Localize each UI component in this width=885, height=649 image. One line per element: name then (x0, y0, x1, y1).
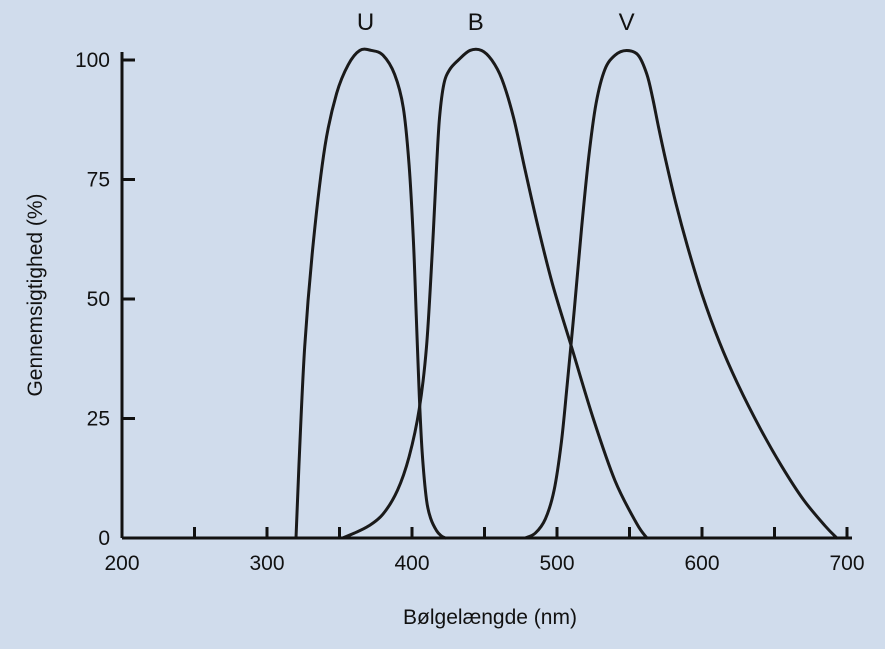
y-tick-label: 100 (75, 49, 110, 72)
x-tick-label: 200 (104, 552, 139, 575)
x-tick-label: 300 (249, 552, 284, 575)
x-tick-label: 700 (829, 552, 864, 575)
series-curve-u (294, 47, 447, 540)
series-label-v: V (619, 9, 635, 36)
y-tick-label: 50 (87, 288, 110, 311)
series-curve-b (340, 47, 649, 540)
y-tick-label: 0 (98, 527, 110, 550)
y-axis-title: Gennemsigtighed (%) (24, 193, 47, 396)
series-curve-v (523, 48, 839, 540)
x-tick-label: 400 (394, 552, 429, 575)
axis-ticks: 200 300 400 500 600 700 0 25 50 75 100 (75, 49, 865, 575)
x-axis-title: Bølgelængde (nm) (403, 606, 577, 629)
y-tick-label: 25 (87, 408, 110, 431)
series-label-u: U (357, 9, 374, 36)
x-tick-label: 600 (684, 552, 719, 575)
y-tick-label: 75 (87, 169, 110, 192)
x-tick-label: 500 (539, 552, 574, 575)
series-label-b: B (468, 9, 484, 36)
